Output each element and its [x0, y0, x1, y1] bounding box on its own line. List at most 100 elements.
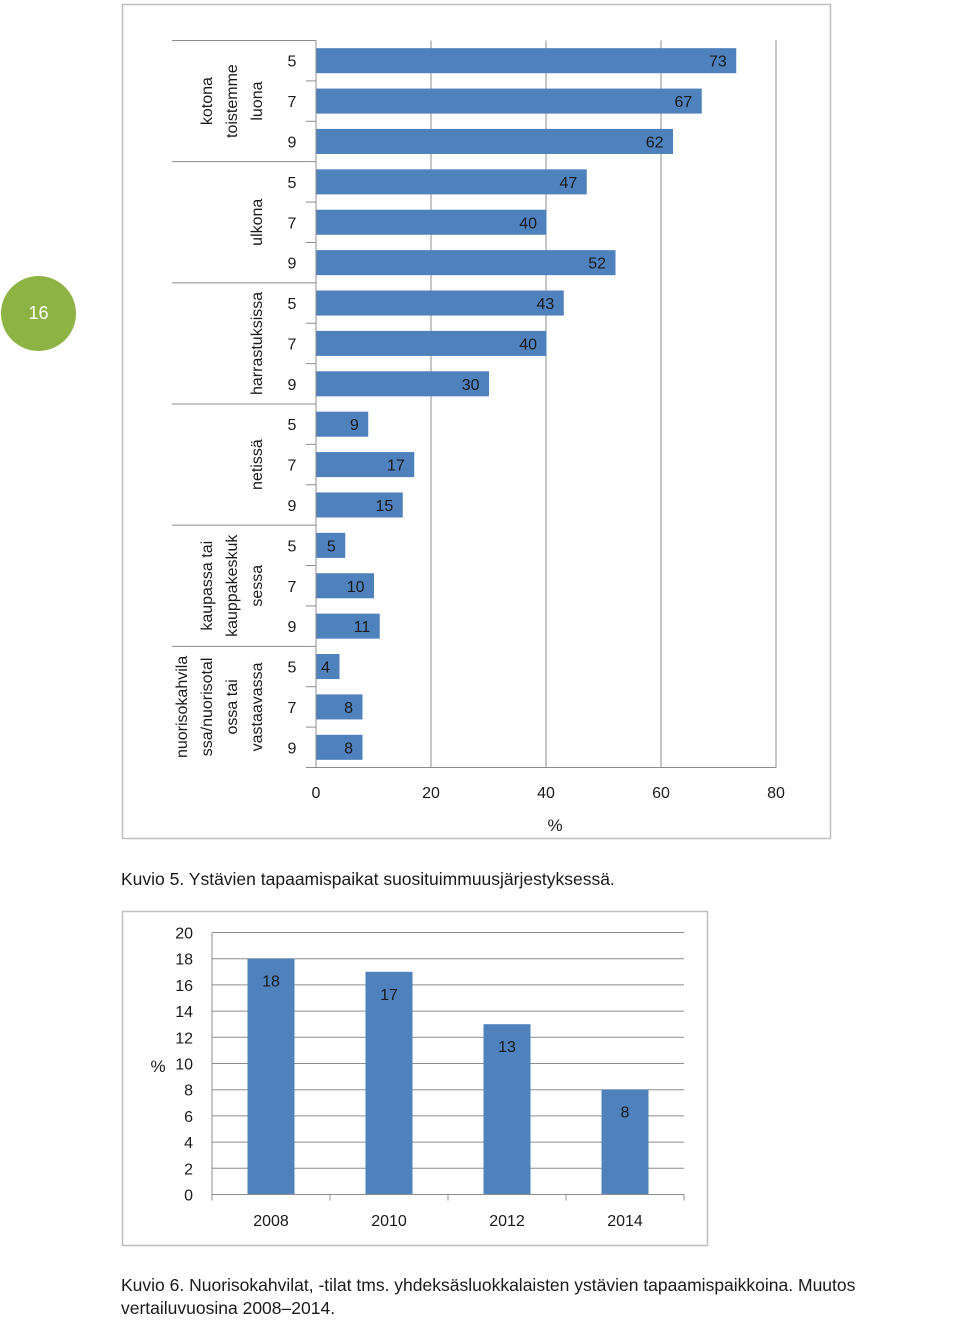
bar	[365, 971, 413, 1195]
grade-label: 9	[288, 134, 297, 151]
group-label: nuorisokahvila	[174, 656, 191, 758]
bar-value-label: 11	[354, 619, 371, 636]
grade-label: 9	[288, 256, 297, 273]
group-label: kaupassa tai	[199, 541, 216, 631]
grade-label: 7	[288, 700, 297, 717]
bar-value-label: 43	[536, 296, 554, 313]
bar-value-label: 67	[674, 94, 692, 111]
bar	[316, 290, 564, 316]
bar-value-label: 40	[519, 336, 537, 353]
bar	[316, 128, 673, 154]
bar	[601, 1089, 649, 1195]
x-tick-label: 2008	[253, 1213, 289, 1230]
y-tick-label: 12	[175, 1030, 193, 1047]
bar	[316, 48, 737, 74]
x-tick-label: 2012	[489, 1213, 525, 1230]
bar	[316, 209, 547, 235]
figure-6-caption-line-2: vertailuvuosina 2008–2014.	[121, 1298, 336, 1318]
grade-label: 5	[288, 660, 297, 677]
bar-value-label: 62	[646, 134, 664, 151]
grade-label: 9	[288, 740, 297, 757]
group-label: ulkona	[249, 199, 266, 246]
grade-label: 5	[288, 296, 297, 313]
grade-label: 9	[288, 377, 297, 394]
group-label: vastaavassa	[249, 662, 266, 751]
bar-value-label: 52	[588, 256, 606, 273]
group-label: toistemme	[224, 64, 241, 138]
bar-value-label: 13	[498, 1039, 516, 1056]
bar-value-label: 15	[375, 498, 393, 515]
bar	[316, 250, 616, 276]
bar	[316, 169, 587, 195]
bar	[316, 88, 702, 114]
bar-value-label: 8	[344, 700, 353, 717]
group-label: kauppakeskuk	[224, 534, 241, 637]
x-tick-label: 2014	[607, 1213, 643, 1230]
bar-value-label: 4	[321, 660, 330, 677]
chart-2-frame	[121, 910, 709, 1247]
figure-5-caption: Kuvio 5. Ystävien tapaamispaikat suositu…	[121, 869, 615, 889]
grade-label: 7	[288, 458, 297, 475]
group-label: ssa/nuorisotal	[199, 658, 216, 757]
bar	[316, 613, 380, 639]
y-tick-label: 20	[175, 926, 193, 943]
bar	[316, 694, 363, 720]
grade-label: 7	[288, 579, 297, 596]
y-tick-label: 16	[175, 978, 193, 995]
bar	[316, 734, 363, 760]
grade-label: 5	[288, 538, 297, 555]
y-tick-label: 4	[184, 1135, 193, 1152]
bar	[316, 492, 403, 518]
grade-label: 7	[288, 215, 297, 232]
grade-label: 5	[288, 417, 297, 434]
grade-label: 9	[288, 498, 297, 515]
bar	[316, 330, 547, 356]
y-tick-label: 18	[175, 952, 193, 969]
y-tick-label: 6	[184, 1109, 193, 1126]
group-label: harrastuksissa	[249, 292, 266, 395]
group-label: luona	[249, 81, 266, 120]
bar	[483, 1024, 531, 1195]
grade-label: 7	[288, 94, 297, 111]
bar-value-label: 18	[262, 974, 280, 991]
grade-label: 9	[288, 619, 297, 636]
y-tick-label: 14	[175, 1004, 193, 1021]
bar	[247, 958, 295, 1195]
x-tick-label: 40	[537, 785, 555, 802]
bar-value-label: 9	[350, 417, 359, 434]
group-label: ossa tai	[224, 679, 241, 734]
bar-value-label: 40	[519, 215, 537, 232]
bar-value-label: 5	[327, 538, 336, 555]
x-tick-label: 2010	[371, 1213, 407, 1230]
group-label: sessa	[249, 565, 266, 607]
y-tick-label: 2	[184, 1161, 193, 1178]
bar-value-label: 8	[344, 740, 353, 757]
bar-value-label: 8	[621, 1105, 630, 1122]
y-tick-label: 0	[184, 1188, 193, 1205]
group-label: kotona	[199, 77, 216, 125]
y-axis-title: %	[150, 1057, 165, 1076]
x-axis-title: %	[547, 816, 562, 835]
x-tick-label: 20	[422, 785, 440, 802]
x-tick-label: 80	[767, 785, 785, 802]
youth-cafe-trend-bar-chart: 0 2 4 6 8 10 12 14 16 18 20% 18 2008 17 2010 13 2012 8 201…	[121, 910, 709, 1247]
bar-value-label: 30	[462, 377, 480, 394]
group-label: netissä	[249, 439, 266, 490]
bar-value-label: 47	[559, 175, 577, 192]
bar-value-label: 17	[380, 987, 398, 1004]
bar	[316, 654, 340, 680]
grade-label: 5	[288, 175, 297, 192]
bar	[316, 452, 415, 478]
grade-label: 7	[288, 336, 297, 353]
y-tick-label: 8	[184, 1083, 193, 1100]
page-number-badge: 16	[1, 276, 76, 351]
figure-6-caption: Kuvio 6. Nuorisokahvilat, -tilat tms. yh…	[121, 1274, 855, 1320]
page-number: 16	[28, 303, 49, 323]
bar	[316, 573, 374, 599]
figure-6-caption-line-1: Kuvio 6. Nuorisokahvilat, -tilat tms. yh…	[121, 1275, 856, 1295]
x-tick-label: 60	[652, 785, 670, 802]
bar-value-label: 17	[387, 458, 405, 475]
bar-value-label: 73	[709, 54, 727, 71]
bar	[316, 411, 369, 437]
bar-value-label: 10	[347, 579, 365, 596]
